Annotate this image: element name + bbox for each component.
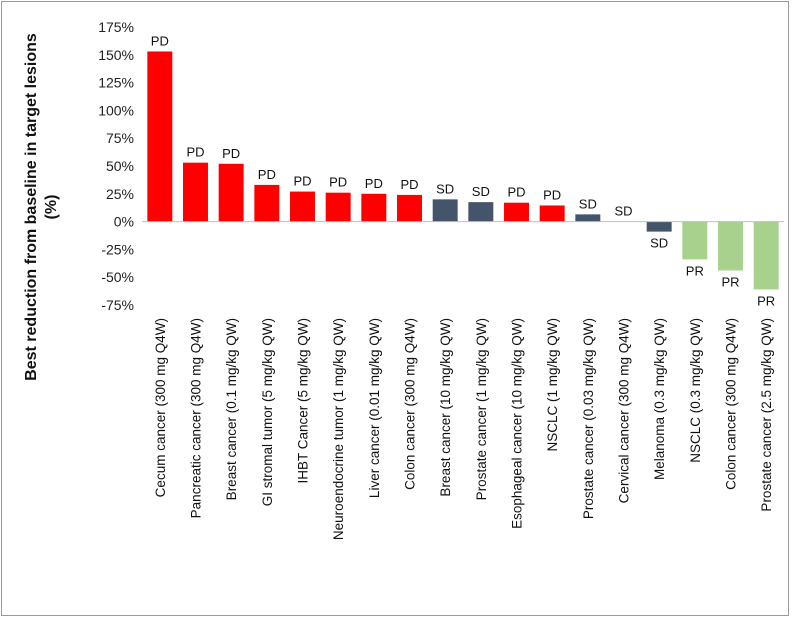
response-label: PD: [543, 187, 561, 202]
category-label: Neuroendocrine tumor (1 mg/kg QW): [331, 318, 346, 540]
response-label: PD: [186, 145, 204, 160]
response-label: SD: [436, 181, 454, 196]
category-label: Colon cancer (300 mg Q4W): [403, 318, 418, 490]
category-label: Cervical cancer (300 mg Q4W): [617, 318, 632, 503]
y-tick-label: 125%: [98, 75, 134, 91]
bar-pd: [539, 205, 565, 222]
y-axis-title-line1: Best reduction from baseline in target l…: [23, 33, 40, 381]
y-tick-label: 100%: [98, 102, 134, 118]
y-tick-label: -75%: [101, 297, 134, 313]
y-tick-label: 175%: [98, 19, 134, 35]
bar-pd: [254, 184, 280, 222]
y-tick-label: 50%: [106, 158, 134, 174]
category-label: Breast cancer (10 mg/kg QW): [438, 318, 453, 497]
category-label: Liver cancer (0.01 mg/kg QW): [367, 318, 382, 498]
response-label: PD: [293, 174, 311, 189]
bar-pd: [147, 51, 173, 222]
response-label: SD: [579, 196, 597, 211]
bar-sd: [468, 202, 494, 222]
response-label: SD: [650, 236, 668, 251]
category-label: Prostate cancer (0.03 mg/kg QW): [581, 318, 596, 519]
bar-pr: [718, 221, 743, 271]
response-label: PD: [365, 176, 383, 191]
response-label: PD: [400, 177, 418, 192]
response-label: SD: [614, 204, 632, 219]
bar-pr: [682, 221, 708, 260]
y-axis-title-line2: (%): [43, 195, 60, 220]
category-label: NSCLC (1 mg/kg QW): [545, 318, 560, 452]
bar-sd: [575, 214, 601, 222]
response-label: PD: [258, 167, 276, 182]
bar-pd: [361, 193, 387, 222]
bar-pr: [753, 221, 779, 290]
y-tick-label: -50%: [101, 269, 134, 285]
category-label: IHBT Cancer (5 mg/kg QW): [296, 318, 311, 484]
y-tick-label: 0%: [114, 214, 134, 230]
response-label: SD: [472, 184, 490, 199]
response-label: PR: [686, 263, 704, 278]
bar-pd: [397, 194, 422, 222]
response-label: PD: [329, 175, 347, 190]
category-label: Esophageal cancer (10 mg/kg QW): [510, 318, 525, 529]
category-label: Cecum cancer (300 mg Q4W): [153, 318, 168, 497]
category-label: Melanoma (0.3 mg/kg QW): [652, 318, 667, 480]
bar-pd: [183, 162, 208, 222]
category-label: Colon cancer (300 mg Q4W): [724, 318, 739, 490]
y-tick-label: 75%: [106, 130, 134, 146]
response-label: PR: [721, 275, 739, 290]
category-labels: Cecum cancer (300 mg Q4W) Pancreatic canc…: [153, 318, 774, 540]
bars: [147, 51, 779, 290]
y-tick-label: 25%: [106, 186, 134, 202]
category-label: Prostate cancer (2.5 mg/kg QW): [759, 318, 774, 512]
response-label: PD: [507, 185, 525, 200]
category-label: GI stromal tumor (5 mg/kg QW): [260, 318, 275, 506]
y-axis-title: Best reduction from baseline in target l…: [23, 33, 60, 381]
category-label: Prostate cancer (1 mg/kg QW): [474, 318, 489, 500]
response-labels: PD PD PD PD PD PD PD PD SD SD PD PD SD SD SD PR PR PR: [151, 33, 775, 308]
response-label: PR: [757, 293, 775, 308]
y-tick-label: -25%: [101, 241, 134, 257]
response-label: PD: [222, 146, 240, 161]
bar-pd: [504, 202, 529, 222]
category-label: Pancreatic cancer (300 mg Q4W): [189, 318, 204, 518]
category-label: NSCLC (0.3 mg/kg QW): [688, 318, 703, 463]
response-label: PD: [151, 33, 169, 48]
y-tick-label: 150%: [98, 47, 134, 63]
category-label: Breast cancer (0.1 mg/kg QW): [224, 318, 239, 500]
bar-pd: [218, 163, 244, 222]
bar-sd: [646, 221, 672, 232]
bar-pd: [290, 191, 315, 222]
bar-sd: [432, 199, 458, 222]
y-axis-ticks: 175% 150% 125% 100% 75% 50% 25% 0% -25% -50% -75%: [98, 19, 134, 313]
bar-pd: [325, 192, 351, 222]
